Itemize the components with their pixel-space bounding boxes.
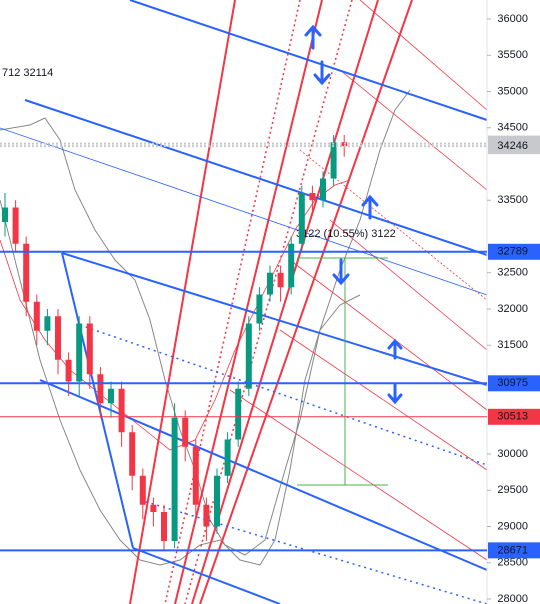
y-tick-label: 29500 <box>497 484 528 496</box>
header-text: 712 32114 <box>2 67 53 79</box>
price-label: 32789 <box>497 246 528 258</box>
candle-body <box>309 192 316 201</box>
y-tick-label: 35000 <box>497 85 528 97</box>
price-label-box <box>488 243 540 260</box>
candle-body <box>76 323 83 382</box>
candle-body <box>55 316 61 360</box>
candle-body <box>235 388 242 440</box>
candle-body <box>23 243 30 302</box>
y-tick-label: 28000 <box>497 593 528 604</box>
candle-body <box>161 511 167 541</box>
candle-body <box>224 439 231 476</box>
candle-body <box>203 504 210 527</box>
candle-body <box>256 294 263 324</box>
candle-body <box>2 207 8 222</box>
candle-body <box>214 475 220 527</box>
candle-body <box>150 504 157 512</box>
price-label: 30975 <box>497 377 528 389</box>
candle-body <box>86 323 93 375</box>
candle-body <box>277 272 284 288</box>
candle-body <box>267 272 273 295</box>
candle-body <box>129 432 136 476</box>
candle-body <box>171 417 178 541</box>
price-label-box <box>488 138 540 155</box>
y-tick-label: 33500 <box>497 194 528 206</box>
candle-body <box>33 301 40 331</box>
candle-body <box>65 359 72 382</box>
candle-body <box>182 417 189 447</box>
y-tick-label: 31500 <box>497 339 528 351</box>
price-label-box <box>488 542 540 559</box>
price-label: 30513 <box>497 411 528 423</box>
y-tick-label: 30000 <box>497 448 528 460</box>
y-tick-label: 29000 <box>497 520 528 532</box>
candle-body <box>288 243 295 288</box>
y-tick-label: 36000 <box>497 13 528 25</box>
price-label-box <box>488 375 540 392</box>
candle-body <box>320 178 326 201</box>
y-tick-label: 35500 <box>497 49 528 61</box>
price-label: 28671 <box>497 544 528 556</box>
candle-body <box>44 316 51 331</box>
candle-body <box>330 142 337 179</box>
candle-body <box>192 446 199 505</box>
drawings <box>0 0 488 604</box>
price-label-box <box>488 408 540 425</box>
candle-body <box>118 388 125 433</box>
candle-body <box>298 192 305 244</box>
candle-body <box>108 388 114 404</box>
price-label: 34246 <box>497 140 528 152</box>
candle-body <box>245 323 252 389</box>
measure-label: 3122 (10.55%) 3122 <box>296 228 396 240</box>
candle-body <box>139 475 146 505</box>
y-tick-label: 32000 <box>497 303 528 315</box>
candle-body <box>12 207 19 244</box>
y-tick-label: 34500 <box>497 122 528 134</box>
candle-body <box>97 374 104 404</box>
y-tick-label: 32500 <box>497 267 528 279</box>
y-tick-label: 28500 <box>497 557 528 569</box>
